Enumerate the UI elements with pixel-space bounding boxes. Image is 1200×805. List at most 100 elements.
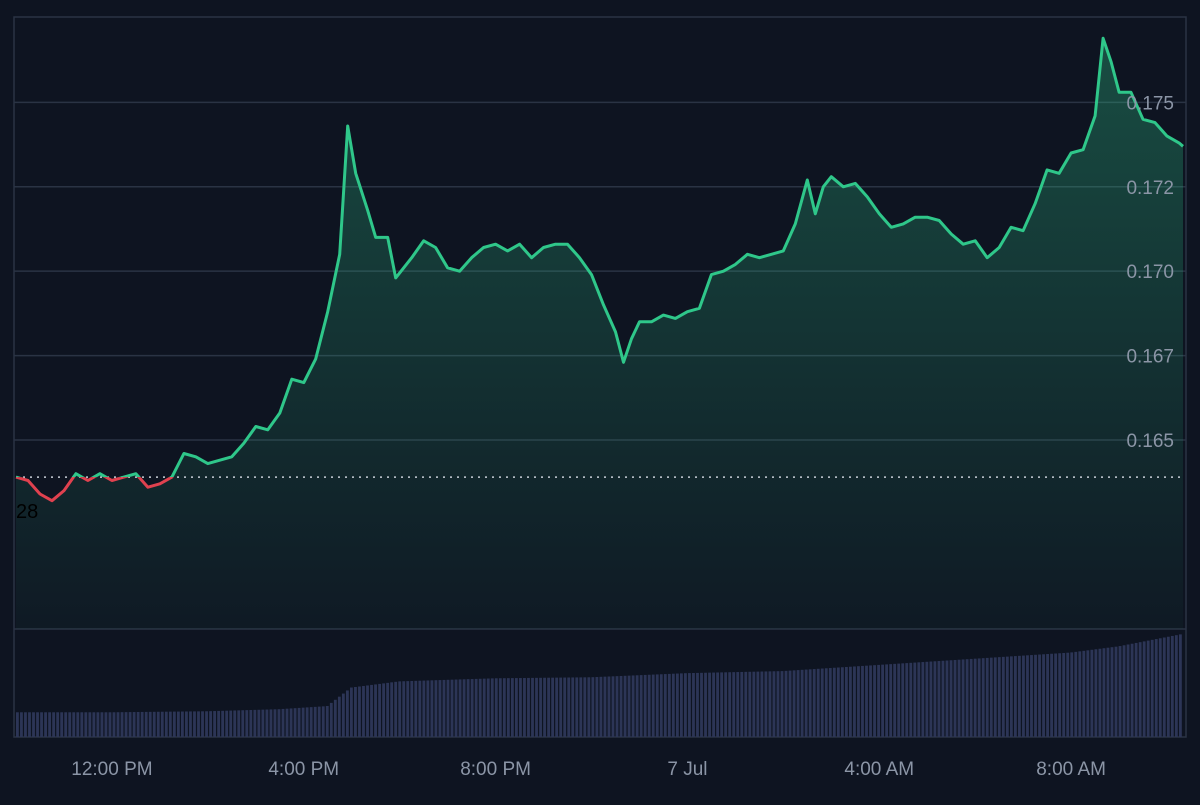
volume-bar: [877, 664, 880, 737]
volume-bar: [688, 673, 691, 737]
volume-bar: [889, 664, 893, 737]
volume-bar: [454, 679, 458, 737]
volume-bar: [24, 712, 27, 737]
volume-bar: [72, 712, 76, 737]
volume-bar: [647, 674, 651, 737]
volume-bar: [333, 699, 337, 737]
volume-bar: [925, 661, 929, 737]
volume-bar: [901, 663, 905, 737]
volume-bar: [1130, 643, 1134, 737]
volume-bar: [108, 712, 112, 737]
volume-bar: [434, 680, 438, 737]
x-axis: 12:00 PM 4:00 PM 8:00 PM 7 Jul 4:00 AM 8:00 A…: [71, 759, 1106, 780]
volume-bar: [1038, 654, 1041, 737]
volume-bar: [84, 712, 88, 737]
volume-bar: [736, 672, 740, 737]
volume-bar: [386, 682, 390, 737]
volume-bar: [563, 677, 567, 737]
volume-bar: [370, 684, 373, 737]
volume-bar: [1158, 638, 1162, 737]
volume-bar: [635, 675, 639, 737]
volume-bar: [1178, 634, 1182, 737]
volume-bar: [1110, 647, 1114, 737]
y-axis: 0.165 0.167 0.170 0.172 0.175: [1126, 93, 1174, 452]
volume-bar: [40, 712, 43, 737]
volume-bar: [599, 676, 603, 737]
volume-bars: [16, 634, 1182, 737]
volume-bar: [148, 711, 152, 737]
volume-bar: [1022, 655, 1025, 737]
volume-bar: [692, 672, 695, 737]
volume-bar: [1030, 655, 1033, 737]
volume-bar: [1126, 644, 1130, 737]
volume-bar: [1062, 652, 1066, 737]
volume-bar: [225, 710, 229, 737]
volume-bar: [104, 712, 108, 737]
volume-bar: [949, 660, 953, 737]
volume-bar: [820, 668, 824, 737]
volume-bar: [221, 710, 225, 737]
volume-bar: [989, 657, 993, 737]
volume-bar: [1170, 635, 1174, 737]
volume-bar: [788, 670, 792, 737]
volume-bar: [957, 659, 961, 737]
volume-bar: [1090, 649, 1094, 737]
volume-bar: [394, 681, 398, 737]
volume-bar: [615, 676, 619, 737]
volume-bar: [800, 669, 804, 737]
volume-bar: [1102, 648, 1106, 737]
volume-bar: [193, 711, 196, 737]
volume-bar: [1122, 645, 1126, 737]
volume-bar: [482, 678, 486, 737]
volume-bar: [675, 673, 679, 737]
price-line-layer: [15, 36, 1184, 503]
volume-bar: [205, 711, 208, 737]
volume-bar: [92, 712, 96, 737]
volume-bar: [655, 674, 659, 737]
volume-bar: [780, 671, 784, 737]
x-tick-label: 4:00 PM: [268, 759, 339, 780]
volume-bar: [144, 711, 148, 737]
volume-bar: [116, 712, 120, 737]
volume-bar: [1118, 646, 1122, 737]
volume-bar: [643, 674, 647, 737]
volume-bar: [478, 678, 482, 737]
x-tick-label: 4:00 AM: [844, 759, 914, 780]
y-tick-label: 0.167: [1126, 347, 1174, 368]
volume-bar: [848, 666, 852, 737]
volume-bar: [490, 678, 494, 737]
volume-bar: [547, 677, 551, 737]
volume-bar: [953, 659, 957, 737]
volume-bar: [844, 666, 848, 737]
volume-bar: [462, 679, 466, 737]
volume-bar: [44, 712, 47, 737]
volume-bar: [52, 712, 56, 737]
area-fill: [16, 38, 1183, 630]
volume-bar: [933, 661, 937, 737]
volume-bar: [551, 677, 555, 737]
volume-bar: [1078, 651, 1082, 737]
volume-bar: [249, 710, 253, 737]
volume-bar: [305, 707, 309, 737]
volume-bar: [313, 706, 317, 737]
volume-bar: [917, 662, 921, 737]
volume-bar: [1074, 651, 1078, 737]
volume-bar: [559, 677, 563, 737]
volume-bar: [1154, 639, 1158, 737]
volume-bar: [724, 672, 728, 737]
volume-bar: [257, 709, 261, 737]
volume-bar: [1082, 650, 1086, 737]
volume-bar: [180, 711, 184, 737]
volume-bar: [28, 712, 31, 737]
volume-bar: [712, 672, 715, 737]
volume-bar: [414, 680, 418, 737]
volume-bar: [80, 712, 84, 737]
volume-bar: [993, 657, 997, 737]
volume-bar: [696, 672, 699, 737]
volume-bar: [20, 712, 23, 737]
volume-bar: [172, 711, 176, 737]
volume-bar: [571, 677, 575, 737]
volume-bar: [611, 676, 615, 737]
volume-bar: [1142, 641, 1146, 737]
